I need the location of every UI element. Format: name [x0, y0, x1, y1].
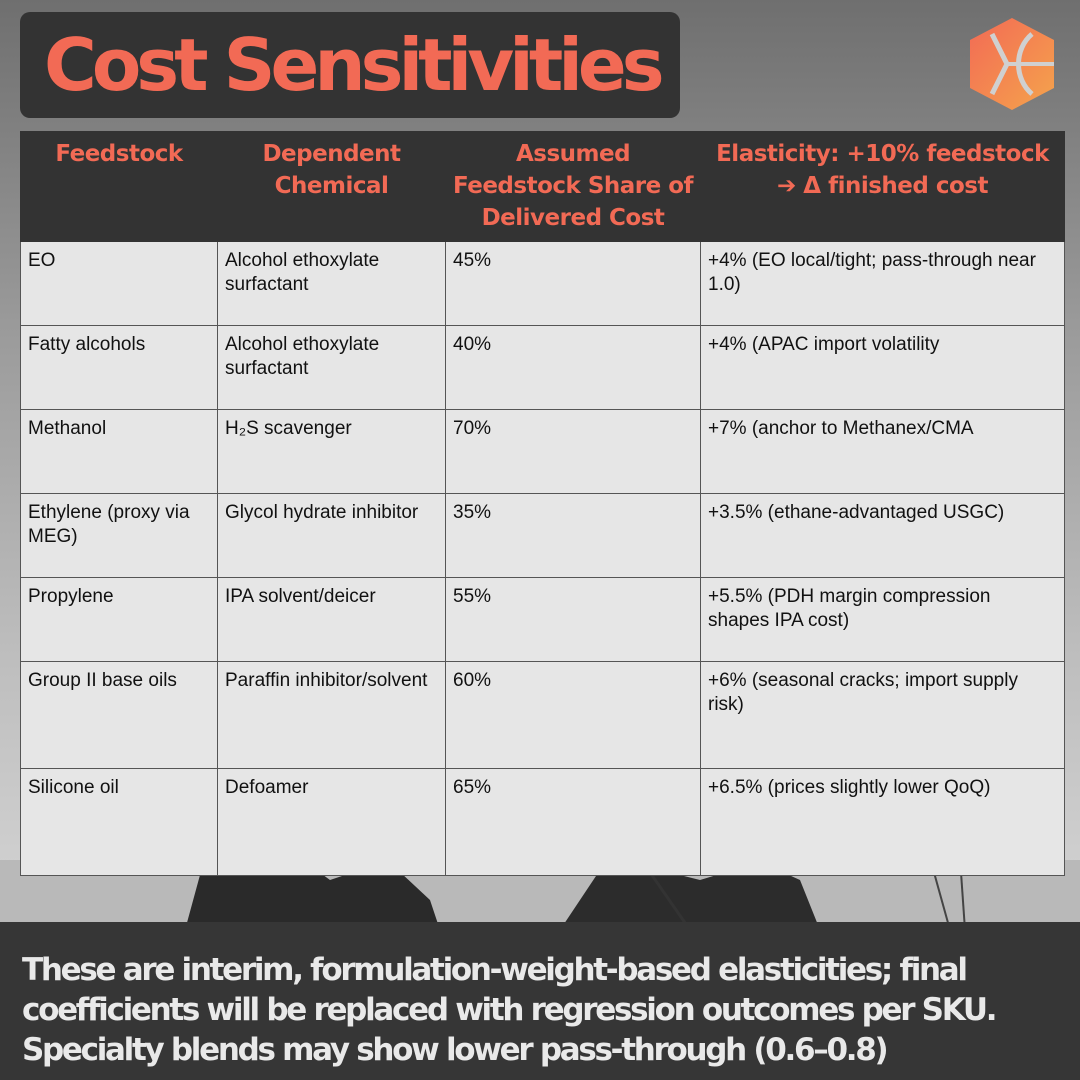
table-row: Group II base oils Paraffin inhibitor/so…: [20, 661, 1065, 769]
cell-feedstock: Methanol: [20, 409, 218, 494]
footer-note: These are interim, formulation-weight-ba…: [22, 952, 998, 1068]
cell-dependent-chemical: Paraffin inhibitor/solvent: [217, 661, 446, 769]
table-row: Propylene IPA solvent/deicer 55% +5.5% (…: [20, 577, 1065, 662]
cell-dependent-chemical: Glycol hydrate inhibitor: [217, 493, 446, 578]
cell-dependent-chemical: Alcohol ethoxylate surfactant: [217, 325, 446, 410]
cell-feedstock: Silicone oil: [20, 768, 218, 876]
cell-share: 65%: [445, 768, 701, 876]
table-row: Silicone oil Defoamer 65% +6.5% (prices …: [20, 768, 1065, 876]
cost-sensitivity-table: Feedstock Dependent Chemical Assumed Fee…: [20, 131, 1065, 876]
header-feedstock: Feedstock: [20, 131, 218, 242]
cell-share: 55%: [445, 577, 701, 662]
header-feedstock-share: Assumed Feedstock Share of Delivered Cos…: [445, 131, 701, 242]
table-row: Fatty alcohols Alcohol ethoxylate surfac…: [20, 325, 1065, 410]
cell-feedstock: Fatty alcohols: [20, 325, 218, 410]
cell-share: 35%: [445, 493, 701, 578]
title-banner: Cost Sensitivities: [20, 12, 680, 118]
cell-elasticity: +7% (anchor to Methanex/CMA: [700, 409, 1065, 494]
cell-elasticity: +4% (APAC import volatility: [700, 325, 1065, 410]
table-row: EO Alcohol ethoxylate surfactant 45% +4%…: [20, 241, 1065, 326]
cell-dependent-chemical: IPA solvent/deicer: [217, 577, 446, 662]
cell-share: 70%: [445, 409, 701, 494]
cell-elasticity: +3.5% (ethane-advantaged USGC): [700, 493, 1065, 578]
cell-share: 60%: [445, 661, 701, 769]
cell-feedstock: Propylene: [20, 577, 218, 662]
table-header-row: Feedstock Dependent Chemical Assumed Fee…: [20, 131, 1065, 242]
cell-dependent-chemical: Defoamer: [217, 768, 446, 876]
cell-elasticity: +6.5% (prices slightly lower QoQ): [700, 768, 1065, 876]
cell-feedstock: Group II base oils: [20, 661, 218, 769]
table-row: Ethylene (proxy via MEG) Glycol hydrate …: [20, 493, 1065, 578]
footer-note-panel: These are interim, formulation-weight-ba…: [0, 922, 1080, 1080]
cell-dependent-chemical: Alcohol ethoxylate surfactant: [217, 241, 446, 326]
header-elasticity: Elasticity: +10% feedstock ➔ Δ finished …: [700, 131, 1065, 242]
hexagon-brand-logo-icon: [970, 18, 1054, 110]
page-title: Cost Sensitivities: [44, 23, 665, 107]
cell-elasticity: +5.5% (PDH margin compression shapes IPA…: [700, 577, 1065, 662]
table-row: Methanol H₂S scavenger 70% +7% (anchor t…: [20, 409, 1065, 494]
cell-elasticity: +4% (EO local/tight; pass-through near 1…: [700, 241, 1065, 326]
cell-feedstock: EO: [20, 241, 218, 326]
cell-feedstock: Ethylene (proxy via MEG): [20, 493, 218, 578]
cell-dependent-chemical: H₂S scavenger: [217, 409, 446, 494]
header-dependent-chemical: Dependent Chemical: [217, 131, 446, 242]
cell-share: 45%: [445, 241, 701, 326]
cell-share: 40%: [445, 325, 701, 410]
cell-elasticity: +6% (seasonal cracks; import supply risk…: [700, 661, 1065, 769]
